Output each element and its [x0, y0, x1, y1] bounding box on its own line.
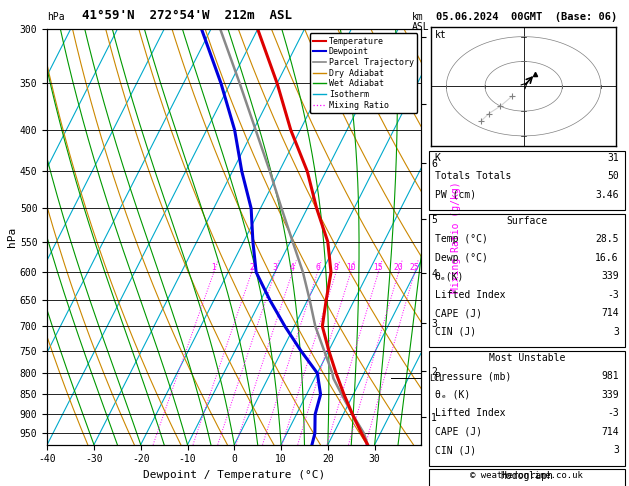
Text: 4: 4	[290, 263, 295, 272]
Text: 25: 25	[410, 263, 420, 272]
Text: 339: 339	[601, 271, 619, 281]
Text: 714: 714	[601, 308, 619, 318]
Text: © weatheronline.co.uk: © weatheronline.co.uk	[470, 471, 583, 480]
Text: 1: 1	[211, 263, 216, 272]
Text: Pressure (mb): Pressure (mb)	[435, 371, 511, 382]
Text: 2: 2	[249, 263, 254, 272]
Text: -3: -3	[607, 290, 619, 300]
Text: LCL: LCL	[429, 374, 444, 383]
Text: Totals Totals: Totals Totals	[435, 171, 511, 181]
Text: Hodograph: Hodograph	[500, 471, 554, 482]
Bar	[429, 469, 625, 486]
Bar	[429, 214, 625, 347]
X-axis label: Dewpoint / Temperature (°C): Dewpoint / Temperature (°C)	[143, 470, 325, 480]
Text: 6: 6	[315, 263, 320, 272]
Text: 41°59'N  272°54'W  212m  ASL: 41°59'N 272°54'W 212m ASL	[82, 9, 292, 22]
Text: Most Unstable: Most Unstable	[489, 353, 565, 363]
Text: CIN (J): CIN (J)	[435, 327, 476, 337]
Text: kt: kt	[435, 30, 447, 40]
Text: Lifted Index: Lifted Index	[435, 408, 505, 418]
Text: 31: 31	[607, 153, 619, 163]
Text: θₑ(K): θₑ(K)	[435, 271, 464, 281]
Text: θₑ (K): θₑ (K)	[435, 390, 470, 400]
Text: Dewp (°C): Dewp (°C)	[435, 253, 487, 263]
Bar	[429, 151, 625, 210]
Text: Mixing Ratio (g/kg): Mixing Ratio (g/kg)	[452, 181, 461, 293]
Text: 339: 339	[601, 390, 619, 400]
Text: 16.6: 16.6	[595, 253, 619, 263]
Legend: Temperature, Dewpoint, Parcel Trajectory, Dry Adiabat, Wet Adiabat, Isotherm, Mi: Temperature, Dewpoint, Parcel Trajectory…	[309, 34, 417, 113]
Text: CAPE (J): CAPE (J)	[435, 427, 482, 437]
Text: Lifted Index: Lifted Index	[435, 290, 505, 300]
Text: CIN (J): CIN (J)	[435, 445, 476, 455]
Text: ASL: ASL	[412, 21, 430, 32]
Text: 8: 8	[333, 263, 338, 272]
Text: Temp (°C): Temp (°C)	[435, 234, 487, 244]
Text: hPa: hPa	[47, 12, 65, 22]
Text: 3: 3	[613, 445, 619, 455]
Text: 10: 10	[346, 263, 355, 272]
Text: K: K	[435, 153, 441, 163]
Text: CAPE (J): CAPE (J)	[435, 308, 482, 318]
Text: km: km	[412, 12, 424, 22]
Text: -3: -3	[607, 408, 619, 418]
Text: 3: 3	[273, 263, 277, 272]
Text: Surface: Surface	[506, 216, 547, 226]
Text: 50: 50	[607, 171, 619, 181]
Text: 714: 714	[601, 427, 619, 437]
Text: 20: 20	[394, 263, 403, 272]
Y-axis label: hPa: hPa	[7, 227, 17, 247]
Text: 3.46: 3.46	[595, 190, 619, 200]
Text: 3: 3	[613, 327, 619, 337]
Text: 15: 15	[374, 263, 383, 272]
Text: PW (cm): PW (cm)	[435, 190, 476, 200]
Text: 981: 981	[601, 371, 619, 382]
Text: 05.06.2024  00GMT  (Base: 06): 05.06.2024 00GMT (Base: 06)	[436, 12, 618, 22]
Bar	[429, 351, 625, 466]
Text: 28.5: 28.5	[595, 234, 619, 244]
